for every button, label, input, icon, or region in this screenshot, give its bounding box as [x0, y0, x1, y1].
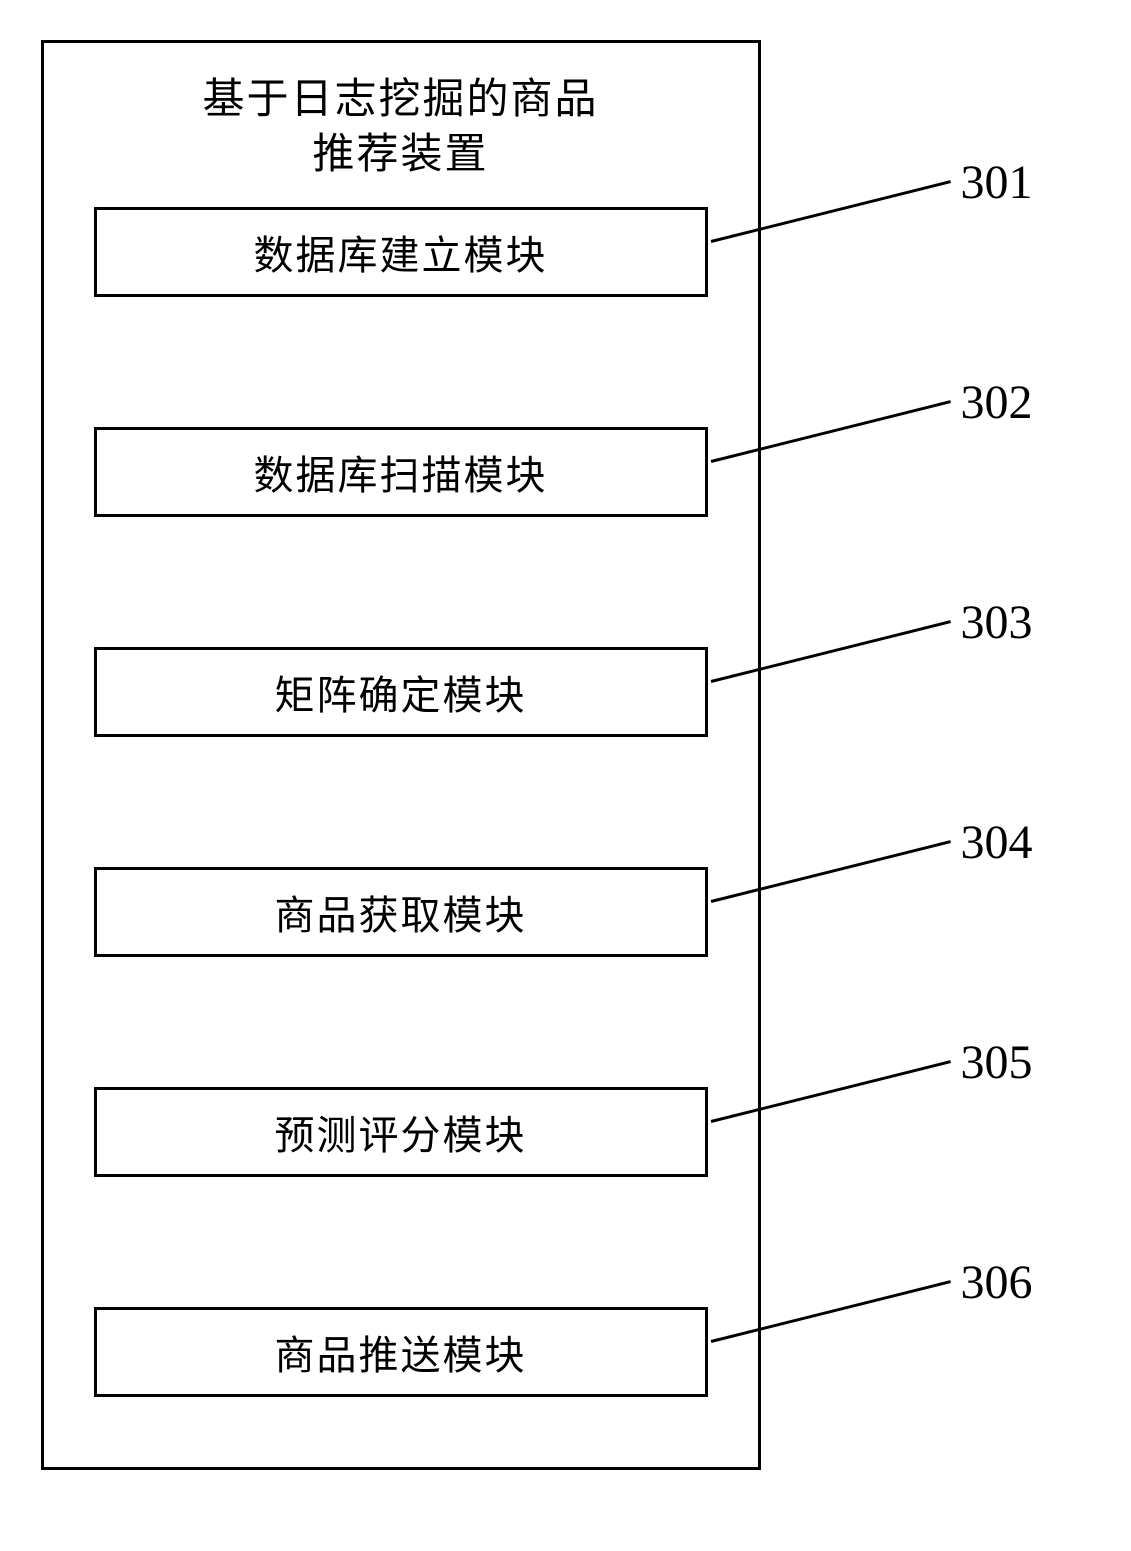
module-label: 商品推送模块: [275, 1323, 527, 1381]
module-box-2: 数据库扫描模块: [94, 427, 708, 517]
ref-label-1: 301: [961, 155, 1033, 210]
module-label: 商品获取模块: [275, 883, 527, 941]
ref-label-3: 303: [961, 595, 1033, 650]
ref-label-2: 302: [961, 375, 1033, 430]
diagram-title: 基于日志挖掘的商品 推荐装置: [94, 73, 708, 182]
title-line-2: 推荐装置: [312, 132, 488, 178]
module-box-5: 预测评分模块: [94, 1087, 708, 1177]
main-box: 基于日志挖掘的商品 推荐装置 数据库建立模块 数据库扫描模块 矩阵确定模块 商品…: [41, 40, 761, 1470]
ref-label-5: 305: [961, 1035, 1033, 1090]
module-label: 矩阵确定模块: [275, 663, 527, 721]
ref-label-6: 306: [961, 1255, 1033, 1310]
module-label: 预测评分模块: [275, 1103, 527, 1161]
module-box-3: 矩阵确定模块: [94, 647, 708, 737]
module-box-6: 商品推送模块: [94, 1307, 708, 1397]
module-label: 数据库扫描模块: [254, 443, 548, 501]
module-box-4: 商品获取模块: [94, 867, 708, 957]
diagram-container: 基于日志挖掘的商品 推荐装置 数据库建立模块 数据库扫描模块 矩阵确定模块 商品…: [41, 40, 1091, 1470]
ref-label-4: 304: [961, 815, 1033, 870]
title-line-1: 基于日志挖掘的商品: [202, 77, 598, 123]
module-label: 数据库建立模块: [254, 223, 548, 281]
module-box-1: 数据库建立模块: [94, 207, 708, 297]
